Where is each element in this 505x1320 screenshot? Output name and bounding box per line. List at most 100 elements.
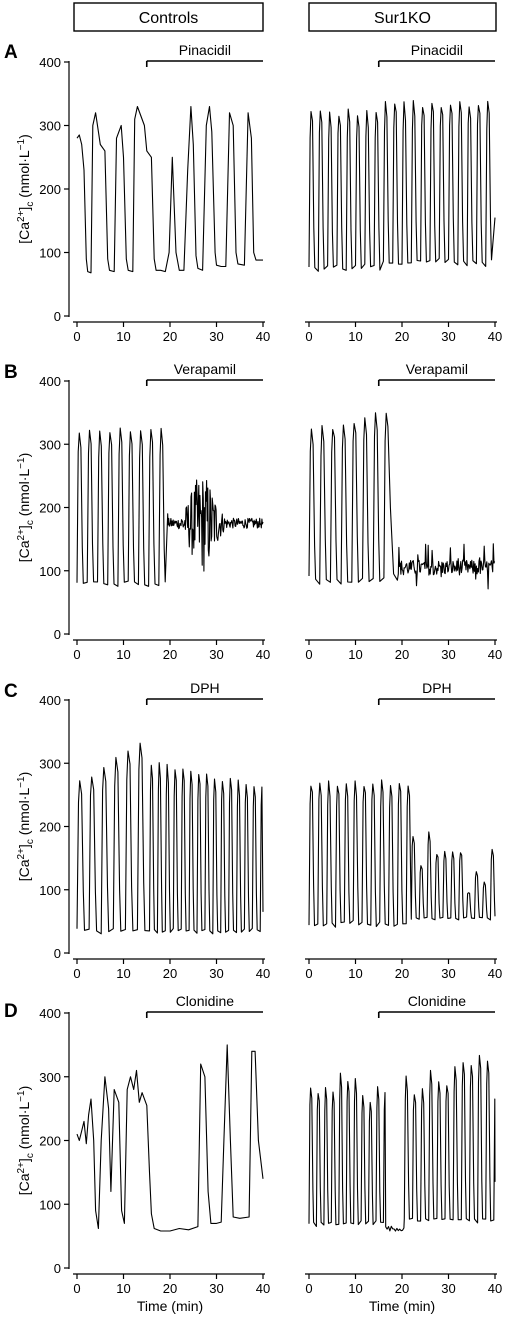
x-tick-label-b-controls-10: 10	[116, 647, 130, 662]
x-tick-label-a-sur1ko-30: 30	[441, 329, 455, 344]
x-tick-label-d-controls-10: 10	[116, 1281, 130, 1296]
x-tick-label-a-sur1ko-10: 10	[348, 329, 362, 344]
panel-letter-d: D	[4, 1001, 18, 1022]
x-tick-label-b-sur1ko-10: 10	[348, 647, 362, 662]
column-header-sur1ko: Sur1KO	[308, 2, 497, 32]
x-tick-label-c-sur1ko-10: 10	[348, 966, 362, 981]
trace-line-c-controls	[76, 742, 264, 935]
x-tick-label-b-controls-30: 30	[209, 647, 223, 662]
x-tick-label-c-sur1ko-20: 20	[395, 966, 409, 981]
trace-line-c-sur1ko	[308, 779, 496, 928]
header-text-controls: Controls	[139, 10, 199, 27]
x-tick-label-b-sur1ko-0: 0	[305, 647, 312, 662]
y-tick-label-a-controls-0: 0	[54, 309, 61, 324]
x-tick-label-c-sur1ko-40: 40	[488, 966, 502, 981]
x-tick-label-c-controls-40: 40	[256, 966, 270, 981]
y-axis-label-a-controls: [Ca2+]c (nmol·L−1)	[16, 134, 36, 244]
drug-label-d-sur1ko: Clonidine	[408, 993, 467, 1009]
y-axis-label-c-controls: [Ca2+]c (nmol·L−1)	[16, 772, 36, 882]
y-tick-label-b-controls-100: 100	[39, 564, 61, 579]
x-axis-label-sur1ko: Time (min)	[369, 1298, 435, 1314]
x-tick-label-a-controls-0: 0	[73, 329, 80, 344]
x-tick-label-d-sur1ko-0: 0	[305, 1281, 312, 1296]
y-tick-label-a-controls-400: 400	[39, 55, 61, 70]
x-tick-label-b-controls-20: 20	[163, 647, 177, 662]
trace-line-d-controls	[76, 1044, 264, 1232]
x-tick-label-a-sur1ko-40: 40	[488, 329, 502, 344]
chart-a-sur1ko: 0 10 20 30 40 Pinacidil	[305, 42, 502, 344]
header-box-sur1ko	[308, 2, 497, 32]
x-tick-label-c-controls-0: 0	[73, 966, 80, 981]
x-tick-label-c-controls-20: 20	[163, 966, 177, 981]
trace-line-b-sur1ko	[308, 412, 496, 590]
y-tick-label-a-controls-100: 100	[39, 246, 61, 261]
y-tick-label-d-controls-300: 300	[39, 1070, 61, 1085]
y-tick-label-c-controls-200: 200	[39, 820, 61, 835]
x-tick-label-b-controls-0: 0	[73, 647, 80, 662]
x-tick-label-c-controls-30: 30	[209, 966, 223, 981]
x-tick-label-b-controls-40: 40	[256, 647, 270, 662]
trace-line-b-controls	[76, 427, 264, 587]
x-tick-label-b-sur1ko-30: 30	[441, 647, 455, 662]
x-tick-label-b-sur1ko-40: 40	[488, 647, 502, 662]
x-tick-label-d-sur1ko-40: 40	[488, 1281, 502, 1296]
y-tick-label-c-controls-0: 0	[54, 946, 61, 961]
x-tick-label-c-sur1ko-0: 0	[305, 966, 312, 981]
y-tick-label-b-controls-0: 0	[54, 627, 61, 642]
panel-letter-a: A	[4, 42, 18, 63]
y-tick-label-c-controls-400: 400	[39, 693, 61, 708]
x-tick-label-c-sur1ko-30: 30	[441, 966, 455, 981]
x-tick-label-d-sur1ko-10: 10	[348, 1281, 362, 1296]
y-tick-label-c-controls-100: 100	[39, 883, 61, 898]
y-tick-label-a-controls-200: 200	[39, 182, 61, 197]
y-tick-label-d-controls-100: 100	[39, 1197, 61, 1212]
x-tick-label-a-controls-20: 20	[163, 329, 177, 344]
chart-b-sur1ko: 0 10 20 30 40 Verapamil	[305, 361, 502, 662]
drug-label-c-sur1ko: DPH	[422, 680, 452, 696]
x-axis-label-controls: Time (min)	[137, 1298, 203, 1314]
y-tick-label-b-controls-300: 300	[39, 437, 61, 452]
x-tick-label-b-sur1ko-20: 20	[395, 647, 409, 662]
y-tick-label-d-controls-200: 200	[39, 1134, 61, 1149]
y-tick-label-d-controls-0: 0	[54, 1261, 61, 1276]
header-text-sur1ko: Sur1KO	[374, 10, 431, 27]
x-tick-label-a-sur1ko-20: 20	[395, 329, 409, 344]
header-box-controls	[73, 2, 264, 32]
panel-letter-b: B	[4, 362, 18, 383]
x-tick-label-d-sur1ko-20: 20	[395, 1281, 409, 1296]
chart-c-sur1ko: 0 10 20 30 40 DPH	[305, 680, 502, 981]
y-axis-label-b-controls: [Ca2+]c (nmol·L−1)	[16, 453, 36, 563]
trace-line-d-sur1ko	[308, 1054, 496, 1232]
y-axis-label-d-controls: [Ca2+]c (nmol·L−1)	[16, 1086, 36, 1196]
x-tick-label-d-controls-0: 0	[73, 1281, 80, 1296]
x-tick-label-d-controls-30: 30	[209, 1281, 223, 1296]
drug-label-a-controls: Pinacidil	[179, 42, 231, 58]
y-tick-label-a-controls-300: 300	[39, 119, 61, 134]
trace-line-a-controls	[76, 105, 263, 274]
drug-label-d-controls: Clonidine	[176, 993, 235, 1009]
y-tick-label-c-controls-300: 300	[39, 756, 61, 771]
drug-label-c-controls: DPH	[190, 680, 220, 696]
x-tick-label-c-controls-10: 10	[116, 966, 130, 981]
panel-letter-c: C	[4, 681, 18, 702]
x-tick-label-a-controls-10: 10	[116, 329, 130, 344]
x-tick-label-a-controls-40: 40	[256, 329, 270, 344]
drug-label-b-sur1ko: Verapamil	[406, 361, 468, 377]
column-header-controls: Controls	[73, 2, 264, 32]
x-tick-label-d-controls-20: 20	[163, 1281, 177, 1296]
drug-label-b-controls: Verapamil	[174, 361, 236, 377]
y-tick-label-b-controls-200: 200	[39, 501, 61, 516]
y-tick-label-b-controls-400: 400	[39, 374, 61, 389]
x-tick-label-d-controls-40: 40	[256, 1281, 270, 1296]
drug-label-a-sur1ko: Pinacidil	[411, 42, 463, 58]
y-tick-label-d-controls-400: 400	[39, 1006, 61, 1021]
x-tick-label-a-sur1ko-0: 0	[305, 329, 312, 344]
x-tick-label-a-controls-30: 30	[209, 329, 223, 344]
chart-d-sur1ko: 0 10 20 30 40 Clonidine	[305, 993, 502, 1296]
